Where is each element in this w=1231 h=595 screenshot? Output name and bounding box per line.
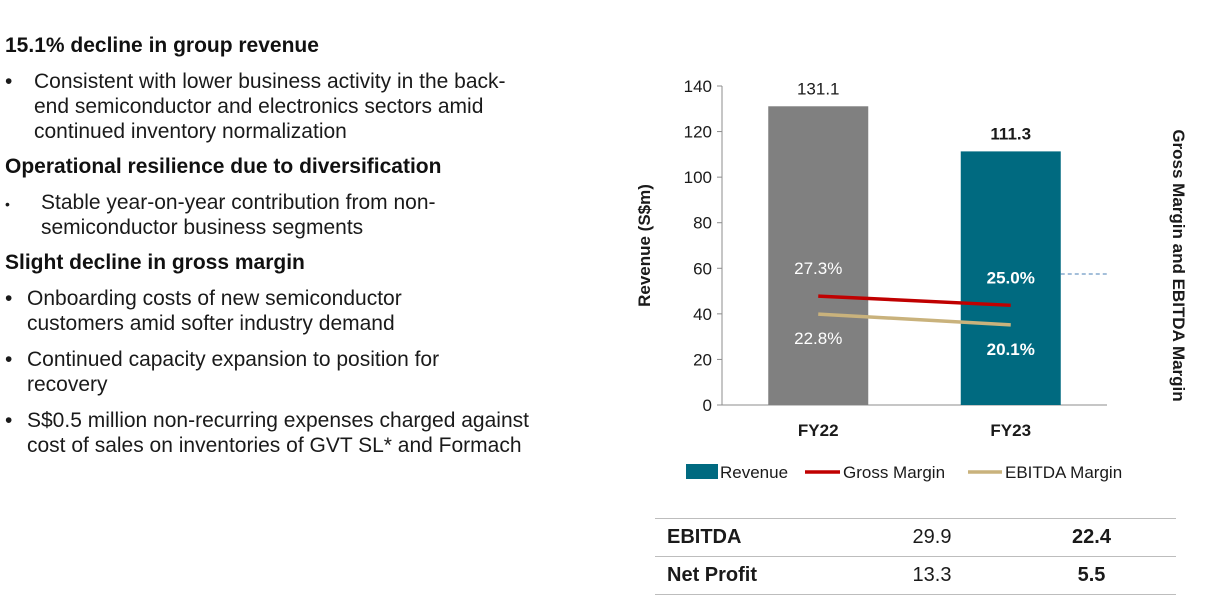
legend-revenue-label: Revenue xyxy=(720,463,788,482)
bullet-dot: • xyxy=(5,409,13,432)
y-tick-label: 40 xyxy=(693,305,712,324)
x-tick-label: FY23 xyxy=(990,421,1031,440)
bullet-item: • Stable year-on-year contribution from … xyxy=(5,190,471,240)
commentary-panel: 15.1% decline in group revenue • Consist… xyxy=(5,34,595,469)
y-tick-label: 120 xyxy=(684,123,712,142)
section-title-resilience: Operational resilience due to diversific… xyxy=(5,155,442,178)
bar-value-label: 131.1 xyxy=(797,79,840,98)
financial-summary-table: EBITDA 29.9 22.4 Net Profit 13.3 5.5 xyxy=(655,518,1176,595)
cell-fy22: 13.3 xyxy=(857,556,1007,595)
y-tick-label: 0 xyxy=(703,396,712,415)
legend-revenue-swatch xyxy=(686,464,718,479)
legend-gross-margin-label: Gross Margin xyxy=(843,463,945,482)
legend-ebitda-margin-label: EBITDA Margin xyxy=(1005,463,1122,482)
row-label: Net Profit xyxy=(655,556,857,595)
gross-margin-line xyxy=(818,294,1011,308)
bullet-text: Stable year-on-year contribution from no… xyxy=(41,191,436,239)
x-tick-label: FY22 xyxy=(798,421,839,440)
bullet-text: S$0.5 million non-recurring expenses cha… xyxy=(27,409,529,457)
bullet-text: Onboarding costs of new semiconductor cu… xyxy=(27,287,402,335)
bullet-item: • Onboarding costs of new semiconductor … xyxy=(5,286,497,336)
y2-axis-title: Gross Margin and EBITDA Margin xyxy=(1169,129,1188,401)
y-tick-label: 20 xyxy=(693,350,712,369)
chart-svg: 0 20 40 60 80 100 120 140 Revenue (S$m) Gross Mar… xyxy=(635,77,1188,482)
table-row: EBITDA 29.9 22.4 xyxy=(655,518,1176,557)
bullet-text: Continued capacity expansion to position… xyxy=(27,348,440,396)
bullet-text: Consistent with lower business activity … xyxy=(34,70,506,143)
ebitda-margin-label: 20.1% xyxy=(987,340,1035,359)
section-title-revenue: 15.1% decline in group revenue xyxy=(5,34,319,57)
y-tick-label: 60 xyxy=(693,259,712,278)
revenue-margin-chart: 0 20 40 60 80 100 120 140 Revenue (S$m) Gross Mar… xyxy=(600,60,1231,500)
y-tick-label: 80 xyxy=(693,214,712,233)
bullet-item: • S$0.5 million non-recurring expenses c… xyxy=(5,408,547,458)
cell-fy23: 22.4 xyxy=(1007,518,1176,557)
revenue-bar xyxy=(960,151,1061,405)
y-tick-label: 100 xyxy=(684,168,712,187)
bullet-dot: • xyxy=(5,348,13,371)
y-tick-label: 140 xyxy=(684,77,712,96)
gross-margin-label: 25.0% xyxy=(987,268,1035,287)
section-title-gross-margin: Slight decline in gross margin xyxy=(5,251,305,274)
table-row: Net Profit 13.3 5.5 xyxy=(655,556,1176,595)
revenue-bar xyxy=(768,106,869,405)
cell-fy23: 5.5 xyxy=(1007,556,1176,595)
bullet-dot: • xyxy=(5,196,10,212)
row-label: EBITDA xyxy=(655,518,857,557)
y-axis-title: Revenue (S$m) xyxy=(635,184,654,307)
ebitda-margin-label: 22.8% xyxy=(794,329,842,348)
bullet-dot: • xyxy=(5,70,13,93)
ebitda-margin-line xyxy=(818,312,1011,327)
cell-fy22: 29.9 xyxy=(857,518,1007,557)
bullet-dot: • xyxy=(5,287,13,310)
bullet-item: • Continued capacity expansion to positi… xyxy=(5,347,517,397)
bar-value-label: 111.3 xyxy=(990,124,1031,143)
bullet-item: • Consistent with lower business activit… xyxy=(5,69,534,144)
gross-margin-label: 27.3% xyxy=(794,259,842,278)
